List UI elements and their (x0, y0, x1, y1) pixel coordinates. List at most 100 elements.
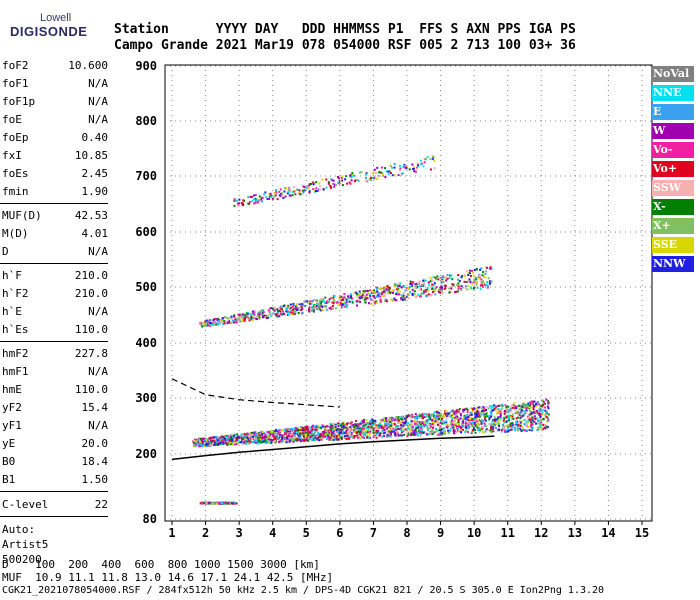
echo-point (354, 429, 357, 432)
echo-point (330, 296, 333, 299)
echo-point (432, 426, 435, 429)
echo-point (358, 299, 361, 302)
param-row: hmF2 227.8 (2, 345, 108, 363)
echo-point (448, 291, 451, 294)
echo-point (336, 301, 339, 303)
echo-point (512, 417, 515, 420)
echo-point (529, 401, 532, 404)
echo-point (308, 183, 311, 186)
file-info: CGK21_2021078054000.RSF / 284fx512h 50 k… (2, 585, 605, 596)
echo-point (420, 288, 423, 291)
echo-point (293, 437, 296, 440)
echo-point (207, 320, 209, 323)
echo-point (432, 419, 435, 422)
echo-point (263, 440, 266, 443)
echo-point (304, 438, 307, 441)
echo-point (462, 425, 464, 427)
echo-point (529, 425, 532, 428)
echo-point (260, 441, 263, 444)
echo-point (328, 434, 331, 436)
echo-point (307, 185, 310, 188)
echo-point (541, 408, 544, 411)
echo-point (399, 424, 402, 426)
echo-point (478, 276, 481, 279)
echo-point (320, 424, 323, 427)
echo-point (509, 407, 512, 410)
echo-point (350, 296, 353, 299)
echo-point (419, 295, 422, 298)
echo-point (312, 433, 315, 436)
echo-point (476, 286, 479, 289)
echo-point (301, 439, 304, 442)
echo-point (492, 409, 495, 412)
echo-point (453, 432, 455, 435)
echo-point (453, 420, 456, 423)
echo-point (367, 425, 370, 428)
echo-point (230, 434, 233, 437)
echo-point (197, 441, 200, 444)
echo-point (490, 280, 493, 283)
echo-point (468, 422, 471, 425)
param-name: h`Es (2, 323, 29, 336)
echo-point (511, 423, 514, 426)
echo-point (396, 293, 399, 296)
echo-point (328, 428, 331, 431)
echo-point (423, 413, 425, 416)
legend-item-x-: X- (652, 199, 694, 215)
echo-point (305, 426, 308, 429)
echo-point (420, 293, 423, 296)
echo-point (348, 300, 351, 303)
echo-point (261, 430, 264, 433)
echo-point (505, 408, 508, 411)
echo-point (365, 172, 368, 175)
echo-point (287, 191, 290, 193)
echo-point (502, 427, 505, 430)
echo-point (391, 174, 394, 177)
echo-point (429, 427, 431, 430)
echo-point (500, 428, 503, 431)
echo-point (360, 427, 363, 430)
echo-point (271, 431, 274, 434)
echo-point (404, 289, 407, 292)
echo-point (365, 177, 367, 180)
echo-point (519, 404, 522, 407)
echo-point (453, 413, 456, 416)
echo-point (544, 414, 547, 417)
echo-point (241, 436, 244, 439)
echo-point (231, 441, 234, 444)
echo-point (339, 296, 341, 299)
echo-point (341, 179, 343, 182)
echo-point (376, 295, 378, 298)
echo-point (517, 423, 519, 426)
clevel-name: C-level (2, 498, 49, 511)
echo-point (419, 434, 422, 437)
echo-point (252, 317, 255, 320)
echo-point (386, 432, 389, 435)
echo-point (432, 155, 435, 158)
echo-point (421, 412, 424, 415)
echo-point (528, 406, 531, 409)
echo-point (243, 199, 246, 202)
echo-point (547, 402, 550, 405)
echo-point (445, 420, 448, 423)
echo-point (383, 417, 386, 420)
echo-point (302, 426, 305, 429)
x-tick-label: 11 (500, 526, 514, 540)
echo-point (259, 438, 262, 441)
echo-point (390, 417, 393, 420)
echo-point (490, 409, 493, 412)
echo-point (396, 285, 399, 288)
echo-point (253, 314, 256, 317)
echo-point (527, 418, 530, 421)
echo-point (342, 435, 344, 438)
echo-point (440, 290, 443, 293)
echo-point (472, 271, 474, 274)
echo-point (503, 428, 506, 431)
echo-point (426, 427, 429, 430)
echo-point (483, 283, 486, 286)
echo-point (319, 185, 322, 188)
echo-point (387, 173, 390, 176)
echo-point (475, 420, 478, 423)
echo-point (309, 436, 312, 438)
echo-point (505, 420, 508, 423)
